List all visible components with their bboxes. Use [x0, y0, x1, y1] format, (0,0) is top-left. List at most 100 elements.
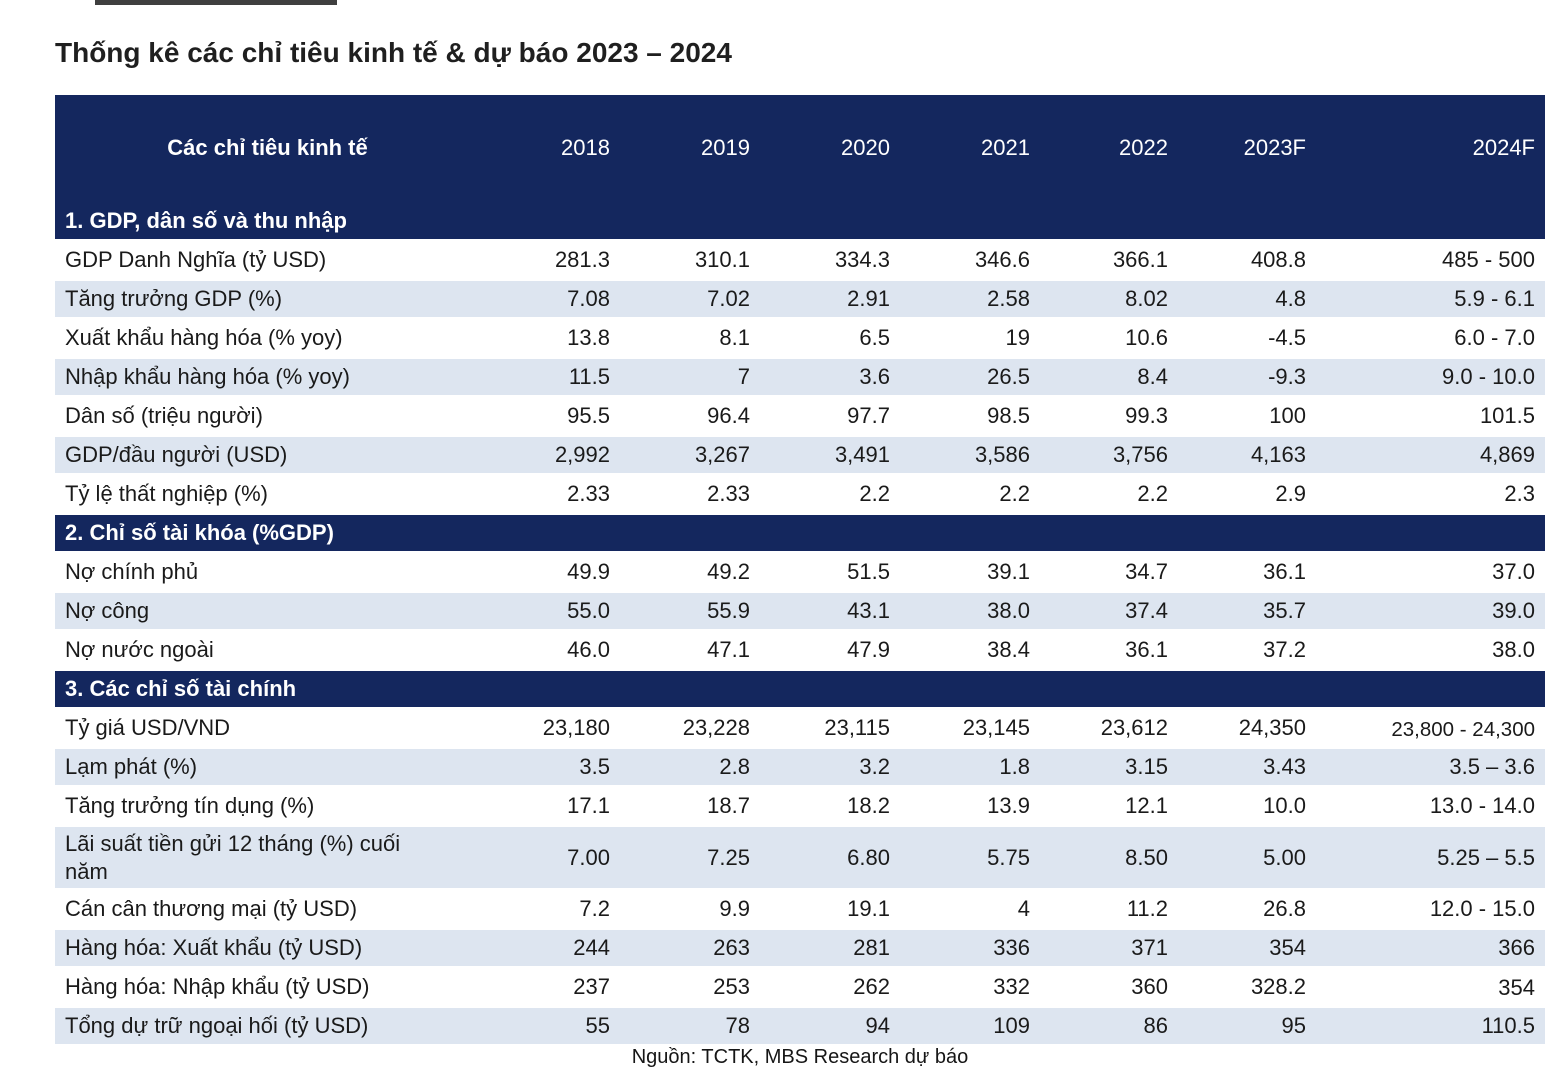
- cell-value: 8.4: [1040, 356, 1178, 395]
- section-row-financial: 3. Các chỉ số tài chính: [55, 668, 1545, 707]
- cell-value: 13.0 - 14.0: [1316, 785, 1545, 824]
- row-label: Nợ chính phủ: [55, 551, 480, 590]
- cell-value: 23,180: [480, 707, 620, 746]
- cropped-element-edge: [95, 0, 337, 5]
- cell-value: 47.1: [620, 629, 760, 668]
- table-row: Xuất khẩu hàng hóa (% yoy) 13.8 8.1 6.5 …: [55, 317, 1545, 356]
- cell-value: 95: [1178, 1005, 1316, 1044]
- cell-value: -9.3: [1178, 356, 1316, 395]
- cell-value: 2,992: [480, 434, 620, 473]
- cell-value: 3.6: [760, 356, 900, 395]
- table-row: Lạm phát (%) 3.5 2.8 3.2 1.8 3.15 3.43 3…: [55, 746, 1545, 785]
- cell-value: 366.1: [1040, 239, 1178, 278]
- cell-value: 346.6: [900, 239, 1040, 278]
- cell-value: 7.08: [480, 278, 620, 317]
- table-row: GDP/đầu người (USD) 2,992 3,267 3,491 3,…: [55, 434, 1545, 473]
- cell-value: 34.7: [1040, 551, 1178, 590]
- row-label: Hàng hóa: Nhập khẩu (tỷ USD): [55, 966, 480, 1005]
- cell-value: 18.7: [620, 785, 760, 824]
- table-row: Nợ nước ngoài 46.0 47.1 47.9 38.4 36.1 3…: [55, 629, 1545, 668]
- cell-value: 19: [900, 317, 1040, 356]
- cell-value: 281.3: [480, 239, 620, 278]
- cell-value: 371: [1040, 927, 1178, 966]
- cell-value: 47.9: [760, 629, 900, 668]
- row-label: Cán cân thương mại (tỷ USD): [55, 888, 480, 927]
- cell-value: 13.9: [900, 785, 1040, 824]
- cell-value: 4,163: [1178, 434, 1316, 473]
- section-title: 1. GDP, dân số và thu nhập: [55, 200, 1545, 239]
- cell-value: 9.0 - 10.0: [1316, 356, 1545, 395]
- cell-value: -4.5: [1178, 317, 1316, 356]
- cell-value: 485 - 500: [1316, 239, 1545, 278]
- row-label: Hàng hóa: Xuất khẩu (tỷ USD): [55, 927, 480, 966]
- cell-value: 19.1: [760, 888, 900, 927]
- cell-value: 10.6: [1040, 317, 1178, 356]
- table-row: Dân số (triệu người) 95.5 96.4 97.7 98.5…: [55, 395, 1545, 434]
- cell-value: 11.5: [480, 356, 620, 395]
- cell-value: 43.1: [760, 590, 900, 629]
- cell-value: 360: [1040, 966, 1178, 1005]
- cell-value: 9.9: [620, 888, 760, 927]
- table-row: Nợ công 55.0 55.9 43.1 38.0 37.4 35.7 39…: [55, 590, 1545, 629]
- cell-value: 55.9: [620, 590, 760, 629]
- section-title: 2. Chỉ số tài khóa (%GDP): [55, 512, 1545, 551]
- cell-value: 244: [480, 927, 620, 966]
- cell-value: 7.2: [480, 888, 620, 927]
- cell-value: 3,267: [620, 434, 760, 473]
- table-row: Lãi suất tiền gửi 12 tháng (%) cuối năm …: [55, 824, 1545, 888]
- cell-value: 2.58: [900, 278, 1040, 317]
- cell-value: 36.1: [1040, 629, 1178, 668]
- row-label: Tăng trưởng GDP (%): [55, 278, 480, 317]
- cell-value: 2.33: [480, 473, 620, 512]
- cell-value: 55.0: [480, 590, 620, 629]
- cell-value: 4,869: [1316, 434, 1545, 473]
- row-label: GDP/đầu người (USD): [55, 434, 480, 473]
- page-title: Thống kê các chỉ tiêu kinh tế & dự báo 2…: [55, 36, 732, 68]
- row-label: Nợ công: [55, 590, 480, 629]
- cell-value: 5.25 – 5.5: [1316, 824, 1545, 888]
- cell-value: 408.8: [1178, 239, 1316, 278]
- cell-value: 26.8: [1178, 888, 1316, 927]
- cell-value: 8.1: [620, 317, 760, 356]
- cell-value: 35.7: [1178, 590, 1316, 629]
- row-label: Xuất khẩu hàng hóa (% yoy): [55, 317, 480, 356]
- cell-value: 4.8: [1178, 278, 1316, 317]
- cell-value: 7.25: [620, 824, 760, 888]
- cell-value: 8.50: [1040, 824, 1178, 888]
- cell-value: 2.8: [620, 746, 760, 785]
- cell-value: 2.2: [1040, 473, 1178, 512]
- source-note: Nguồn: TCTK, MBS Research dự báo: [631, 1046, 969, 1068]
- cell-value: 78: [620, 1005, 760, 1044]
- table-header-row: Các chỉ tiêu kinh tế 2018 2019 2020 2021…: [55, 95, 1545, 200]
- column-header-2023f: 2023F: [1178, 95, 1316, 200]
- cell-value: 237: [480, 966, 620, 1005]
- cell-value: 11.2: [1040, 888, 1178, 927]
- cell-value: 12.0 - 15.0: [1316, 888, 1545, 927]
- cell-value: 23,228: [620, 707, 760, 746]
- table-row: Tỷ lệ thất nghiệp (%) 2.33 2.33 2.2 2.2 …: [55, 473, 1545, 512]
- cell-value: 366: [1316, 927, 1545, 966]
- section-title: 3. Các chỉ số tài chính: [55, 668, 1545, 707]
- cell-value: 23,612: [1040, 707, 1178, 746]
- cell-value: 46.0: [480, 629, 620, 668]
- cell-value: 37.0: [1316, 551, 1545, 590]
- cell-value: 110.5: [1316, 1005, 1545, 1044]
- row-label: Tỷ lệ thất nghiệp (%): [55, 473, 480, 512]
- cell-value: 55: [480, 1005, 620, 1044]
- cell-value: 38.4: [900, 629, 1040, 668]
- cell-value: 328.2: [1178, 966, 1316, 1005]
- cell-value: 334.3: [760, 239, 900, 278]
- row-label: Dân số (triệu người): [55, 395, 480, 434]
- cell-value: 336: [900, 927, 1040, 966]
- cell-value: 354: [1178, 927, 1316, 966]
- cell-value: 37.2: [1178, 629, 1316, 668]
- cell-value: 281: [760, 927, 900, 966]
- cell-value: 36.1: [1178, 551, 1316, 590]
- cell-value: 354: [1316, 966, 1545, 1005]
- cell-value: 310.1: [620, 239, 760, 278]
- cell-value: 101.5: [1316, 395, 1545, 434]
- row-label: Tỷ giá USD/VND: [55, 707, 480, 746]
- cell-value: 4: [900, 888, 1040, 927]
- table-row: Hàng hóa: Nhập khẩu (tỷ USD) 237 253 262…: [55, 966, 1545, 1005]
